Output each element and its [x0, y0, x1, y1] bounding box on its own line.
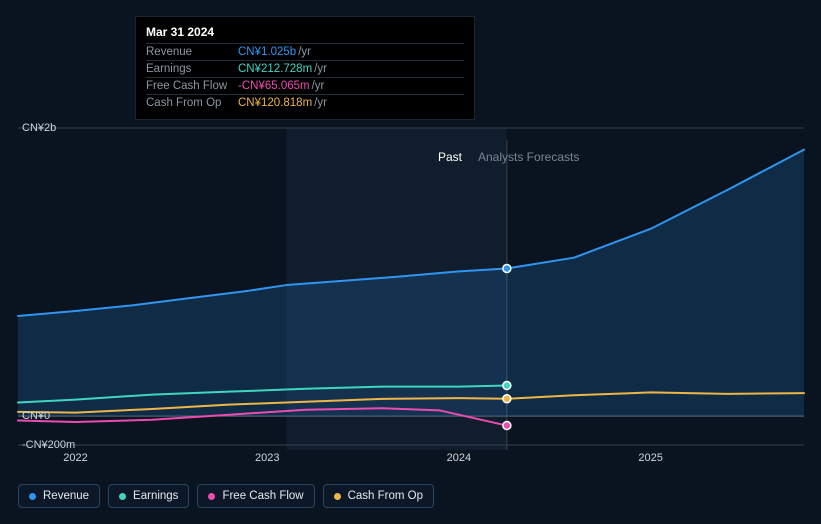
tooltip-date-title: Mar 31 2024: [146, 25, 464, 43]
x-axis-tick-label: 2025: [638, 452, 662, 464]
chart-tooltip: Mar 31 2024 RevenueCN¥1.025b /yrEarnings…: [135, 16, 475, 120]
legend-item-label: Earnings: [133, 490, 178, 502]
forecast-label: Analysts Forecasts: [478, 150, 579, 164]
legend-item-fcf[interactable]: Free Cash Flow: [197, 484, 314, 508]
x-axis-tick-label: 2024: [447, 452, 471, 464]
y-axis-tick-label: CN¥0: [22, 410, 50, 422]
x-axis-tick-label: 2022: [63, 452, 87, 464]
chart-legend: Revenue Earnings Free Cash Flow Cash From O…: [18, 484, 434, 508]
legend-item-label: Revenue: [43, 490, 89, 502]
tooltip-metric-value: CN¥1.025b: [238, 46, 296, 58]
tooltip-metric-label: Cash From Op: [146, 97, 238, 109]
legend-item-revenue[interactable]: Revenue: [18, 484, 100, 508]
financial-chart: Past Analysts Forecasts Mar 31 2024 Reve…: [18, 0, 804, 524]
legend-item-cfo[interactable]: Cash From Op: [323, 484, 434, 508]
tooltip-metric-value: CN¥212.728m: [238, 63, 312, 75]
tooltip-suffix: /yr: [314, 97, 327, 109]
tooltip-suffix: /yr: [298, 46, 311, 58]
y-axis-tick-label: -CN¥200m: [22, 439, 75, 451]
tooltip-metric-value: CN¥120.818m: [238, 97, 312, 109]
legend-item-label: Cash From Op: [348, 490, 423, 502]
tooltip-rows: RevenueCN¥1.025b /yrEarningsCN¥212.728m …: [146, 43, 464, 111]
tooltip-metric-label: Earnings: [146, 63, 238, 75]
tooltip-row: Cash From OpCN¥120.818m /yr: [146, 94, 464, 111]
legend-item-earnings[interactable]: Earnings: [108, 484, 189, 508]
legend-dot-icon: [334, 493, 341, 500]
tooltip-metric-value: -CN¥65.065m: [238, 80, 310, 92]
tooltip-suffix: /yr: [314, 63, 327, 75]
tooltip-metric-label: Free Cash Flow: [146, 80, 238, 92]
x-axis-tick-label: 2023: [255, 452, 279, 464]
legend-dot-icon: [208, 493, 215, 500]
past-label: Past: [438, 150, 462, 164]
legend-dot-icon: [29, 493, 36, 500]
tooltip-row: RevenueCN¥1.025b /yr: [146, 43, 464, 60]
legend-item-label: Free Cash Flow: [222, 490, 303, 502]
legend-dot-icon: [119, 493, 126, 500]
tooltip-row: EarningsCN¥212.728m /yr: [146, 60, 464, 77]
tooltip-metric-label: Revenue: [146, 46, 238, 58]
tooltip-row: Free Cash Flow-CN¥65.065m /yr: [146, 77, 464, 94]
tooltip-suffix: /yr: [312, 80, 325, 92]
y-axis-tick-label: CN¥2b: [22, 122, 56, 134]
